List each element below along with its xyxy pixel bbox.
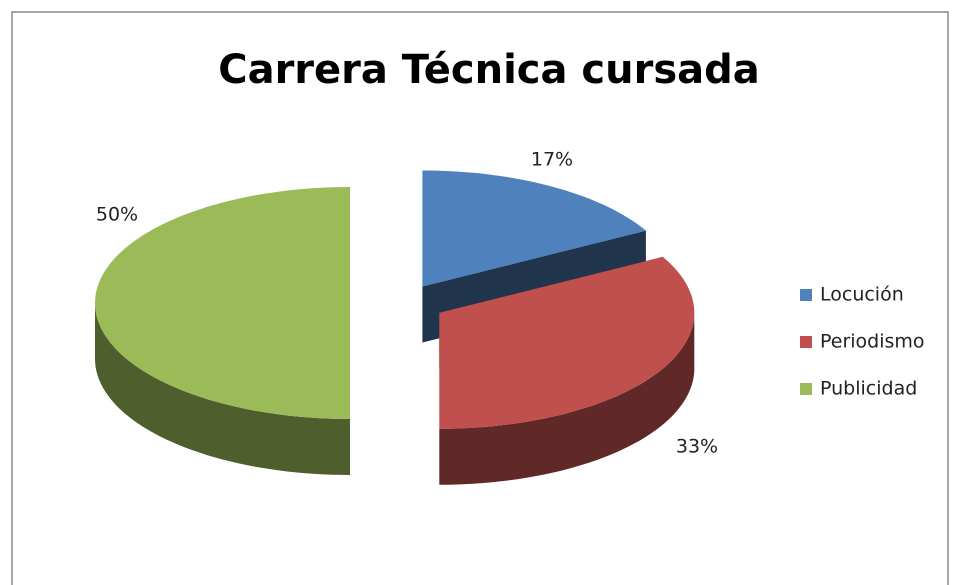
chart-title: Carrera Técnica cursada <box>218 47 760 93</box>
legend-label: Publicidad <box>820 378 917 400</box>
legend: Locución Periodismo Publicidad <box>800 284 925 400</box>
data-label: 17% <box>531 149 573 171</box>
slice-side <box>439 312 695 485</box>
legend-swatch <box>800 289 812 301</box>
pie: 17% 33% 50% <box>95 149 718 485</box>
slice <box>95 187 350 419</box>
slice-side <box>95 303 350 475</box>
slice <box>422 170 646 287</box>
legend-label: Locución <box>820 284 904 306</box>
slice-group <box>439 256 695 485</box>
data-label: 50% <box>96 204 138 226</box>
slice-group <box>95 187 350 475</box>
slice <box>439 256 695 429</box>
legend-swatch <box>800 336 812 348</box>
legend-label: Periodismo <box>820 331 925 353</box>
data-label: 33% <box>676 436 718 458</box>
legend-swatch <box>800 383 812 395</box>
